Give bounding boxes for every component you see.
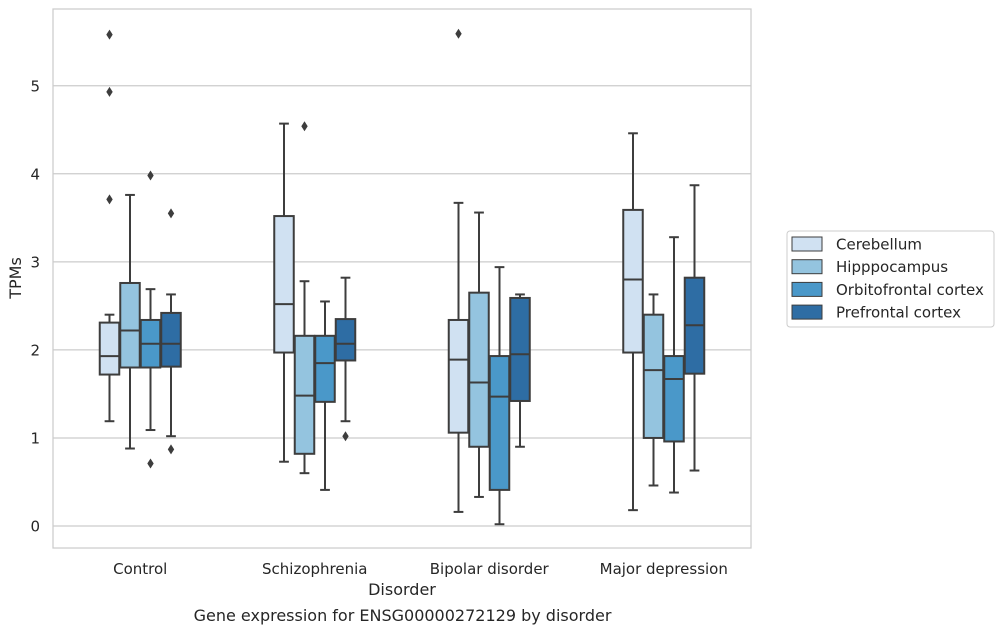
box-body (98, 321, 121, 376)
box-bipolar-disorder-orbitofrontal-cortex (488, 266, 511, 526)
box-major-depression-prefrontal-cortex (683, 184, 706, 472)
legend-swatch (791, 236, 823, 252)
y-tick-label: 1 (30, 429, 40, 447)
box-schizophrenia-cerebellum (273, 122, 295, 463)
legend-label: Prefrontal cortex (836, 304, 961, 322)
outlier-point (147, 170, 154, 181)
x-tick-label: Bipolar disorder (430, 560, 550, 578)
x-tick-label: Schizophrenia (262, 560, 367, 578)
box-control-orbitofrontal-cortex (139, 170, 162, 469)
legend-frame (786, 230, 995, 328)
x-tick-label: Major depression (600, 560, 728, 578)
box-major-depression-hipppocampus (642, 293, 665, 487)
box-bipolar-disorder-cerebellum (447, 28, 470, 513)
x-tick-label: Control (113, 560, 167, 578)
outlier-point (167, 444, 175, 455)
y-tick-label: 2 (30, 341, 40, 359)
box-body (273, 215, 295, 354)
box-body (663, 355, 685, 443)
box-major-depression-orbitofrontal-cortex (663, 236, 685, 494)
box-body (642, 313, 665, 439)
box-bipolar-disorder-prefrontal-cortex (509, 293, 531, 448)
box-major-depression-cerebellum (622, 132, 644, 512)
legend-label: Cerebellum (836, 236, 922, 254)
box-control-prefrontal-cortex (160, 208, 182, 455)
box-groups (98, 28, 706, 526)
box-schizophrenia-hipppocampus (293, 121, 316, 475)
outlier-point (106, 86, 113, 97)
legend-swatch (791, 304, 823, 320)
box-body (509, 296, 531, 402)
box-body (488, 355, 511, 491)
y-tick-label: 4 (30, 165, 40, 183)
y-axis-label: TPMs (6, 257, 25, 300)
box-body (334, 318, 357, 362)
box-body (622, 208, 644, 354)
outlier-point (342, 431, 349, 442)
box-body (468, 291, 490, 448)
legend-label: Orbitofrontal cortex (836, 281, 984, 299)
legend-swatch (791, 281, 823, 297)
outlier-point (147, 458, 154, 469)
outlier-point (301, 121, 308, 132)
box-body (119, 281, 141, 369)
outlier-point (455, 28, 462, 39)
x-tick-labels: Control Schizophrenia Bipolar disorder Majo… (113, 560, 728, 578)
legend: Cerebellum Hipppocampus Orbitofrontal cort… (786, 230, 995, 328)
outlier-point (106, 194, 113, 205)
box-control-cerebellum (98, 29, 121, 423)
outlier-point (106, 29, 113, 40)
box-schizophrenia-orbitofrontal-cortex (314, 300, 336, 491)
box-body (314, 334, 336, 403)
figure-caption: Gene expression for ENSG00000272129 by d… (193, 606, 612, 625)
y-tick-label: 3 (30, 253, 40, 271)
legend-swatch (791, 259, 823, 275)
y-tick-label: 0 (30, 518, 40, 536)
y-tick-label: 5 (30, 77, 40, 95)
box-schizophrenia-prefrontal-cortex (334, 276, 357, 442)
gridlines (53, 85, 751, 527)
legend-label: Hipppocampus (836, 258, 948, 276)
box-control-hipppocampus (119, 193, 141, 450)
y-tick-labels: 0 1 2 3 4 5 (30, 77, 40, 535)
outlier-point (167, 208, 175, 219)
box-body (160, 311, 182, 368)
box-bipolar-disorder-hipppocampus (468, 211, 490, 498)
box-body (447, 318, 470, 434)
plot-frame (52, 8, 752, 549)
x-axis-label: Disorder (368, 580, 436, 599)
